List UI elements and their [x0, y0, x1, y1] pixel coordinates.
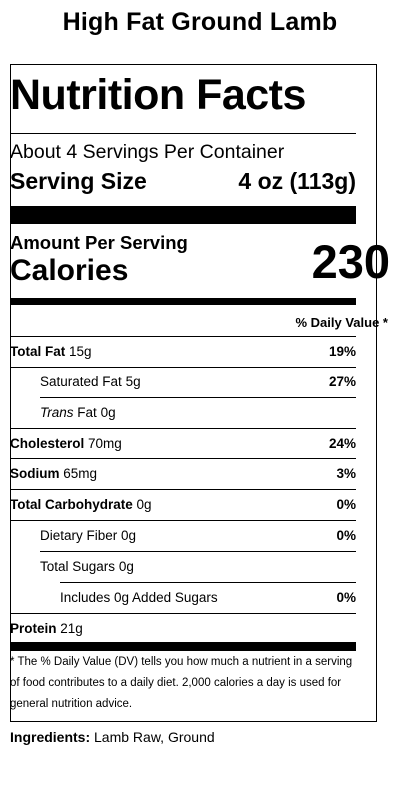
nutrient-amount: 0g — [100, 404, 116, 420]
nutrient-amount: 21g — [60, 620, 83, 636]
nutrient-label: Dietary Fiber 0g — [10, 528, 136, 543]
nutrient-name: Protein — [10, 620, 57, 636]
nutrient-label: Sodium 65mg — [10, 466, 97, 481]
nutrient-amount: 70mg — [88, 435, 122, 451]
divider — [10, 367, 356, 368]
nutrient-name: Cholesterol — [10, 435, 85, 451]
nutrient-name: Saturated Fat — [40, 373, 122, 389]
divider — [40, 397, 356, 398]
nutrient-dv: 3% — [336, 465, 356, 481]
nutrient-label: Total Sugars 0g — [10, 559, 134, 574]
ingredients-value: Lamb Raw, Ground — [94, 729, 215, 745]
divider — [10, 458, 356, 459]
divider — [10, 133, 356, 134]
nutrient-name: Includes 0g Added Sugars — [60, 589, 218, 605]
nutrient-dv: 0% — [336, 496, 356, 512]
nutrient-name: Sodium — [10, 465, 60, 481]
nutrient-row-total-sugars: Total Sugars 0g — [10, 556, 356, 576]
divider — [40, 551, 356, 552]
nutrient-dv: 27% — [328, 373, 356, 389]
serving-size-row: Serving Size 4 oz (113g) — [10, 168, 356, 195]
calories-value: 230 — [311, 235, 390, 288]
nutrition-facts-heading: Nutrition Facts — [10, 71, 306, 119]
daily-value-footnote: * The % Daily Value (DV) tells you how m… — [10, 656, 353, 710]
divider — [10, 336, 356, 337]
nutrient-row-trans-fat: Trans Fat 0g — [10, 402, 356, 422]
nutrient-label: Trans Fat 0g — [10, 405, 116, 420]
medium-divider — [10, 298, 356, 305]
nutrient-name: Fat — [77, 404, 97, 420]
ingredients-line: Ingredients: Lamb Raw, Ground — [10, 729, 215, 745]
nutrient-name: Total Carbohydrate — [10, 496, 133, 512]
nutrient-amount: 0g — [136, 496, 152, 512]
nutrient-row-total-fat: Total Fat 15g 19% — [10, 341, 356, 361]
thick-divider — [10, 206, 356, 224]
nutrient-name: Total Sugars — [40, 558, 116, 574]
nutrient-label: Saturated Fat 5g — [10, 374, 141, 389]
nutrient-amount: 0g — [121, 527, 137, 543]
divider — [60, 582, 356, 583]
nutrient-row-total-carbohydrate: Total Carbohydrate 0g 0% — [10, 494, 356, 514]
ingredients-label: Ingredients: — [10, 729, 91, 745]
divider — [10, 520, 356, 521]
nutrient-dv: 0% — [336, 589, 356, 605]
nutrient-label: Total Fat 15g — [10, 344, 92, 359]
nutrition-label — [10, 64, 377, 722]
nutrient-label: Cholesterol 70mg — [10, 436, 122, 451]
nutrient-label: Total Carbohydrate 0g — [10, 497, 152, 512]
nutrient-row-added-sugars: Includes 0g Added Sugars 0% — [10, 587, 356, 607]
nutrient-amount: 15g — [69, 343, 92, 359]
nutrient-dv: 24% — [328, 435, 356, 451]
nutrient-row-saturated-fat: Saturated Fat 5g 27% — [10, 371, 356, 391]
nutrient-dv: 19% — [328, 343, 356, 359]
nutrient-row-protein: Protein 21g — [10, 618, 356, 638]
nutrient-name-italic: Trans — [40, 404, 74, 420]
thick-divider — [10, 642, 356, 651]
servings-per-container: About 4 Servings Per Container — [10, 141, 285, 163]
product-title: High Fat Ground Lamb — [62, 8, 338, 36]
serving-size-value: 4 oz (113g) — [238, 168, 356, 194]
amount-per-serving: Amount Per Serving — [10, 232, 188, 253]
nutrient-label: Includes 0g Added Sugars — [10, 590, 218, 605]
nutrient-label: Protein 21g — [10, 621, 83, 636]
calories-label: Calories — [10, 254, 129, 287]
nutrient-name: Dietary Fiber — [40, 527, 118, 543]
serving-size-label: Serving Size — [10, 168, 147, 194]
nutrient-amount: 5g — [125, 373, 141, 389]
nutrient-row-dietary-fiber: Dietary Fiber 0g 0% — [10, 525, 356, 545]
divider — [10, 613, 356, 614]
nutrient-name: Total Fat — [10, 343, 66, 359]
nutrient-amount: 65mg — [63, 465, 98, 481]
nutrient-amount: 0g — [118, 558, 134, 574]
nutrient-dv: 0% — [336, 527, 356, 543]
nutrient-row-cholesterol: Cholesterol 70mg 24% — [10, 433, 356, 453]
daily-value-header: % Daily Value * — [295, 315, 389, 330]
nutrient-row-sodium: Sodium 65mg 3% — [10, 463, 356, 483]
divider — [10, 489, 356, 490]
divider — [10, 428, 356, 429]
